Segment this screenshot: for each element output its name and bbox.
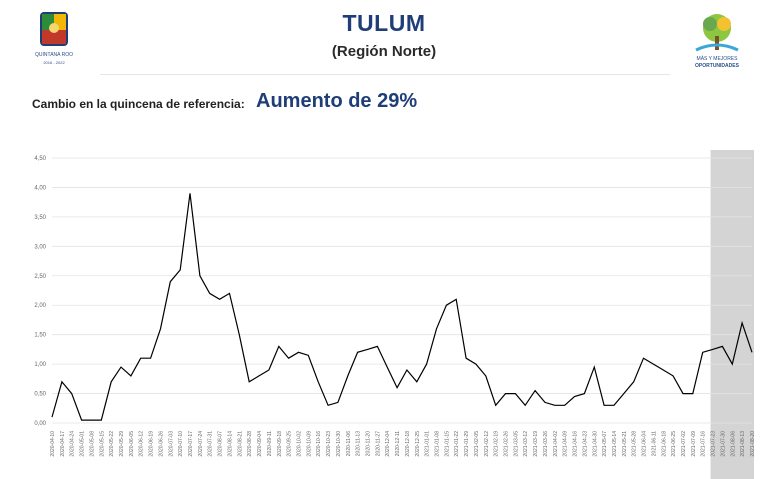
x-tick-label: 2020-12-18	[405, 431, 411, 457]
y-tick-label: 2,50	[34, 274, 46, 280]
y-tick-label: 1,50	[34, 333, 46, 339]
x-tick-label: 2020-09-04	[257, 431, 263, 457]
x-tick-label: 2021-02-26	[504, 431, 510, 457]
y-tick-label: 0,50	[34, 392, 46, 398]
quintana-roo-logo: QUINTANA ROO 2016 - 2022	[35, 12, 73, 65]
x-tick-label: 2021-02-12	[484, 431, 490, 457]
x-tick-label: 2020-05-22	[109, 431, 115, 457]
x-tick-label: 2020-09-18	[277, 431, 283, 457]
x-tick-label: 2020-10-09	[306, 431, 312, 457]
x-tick-label: 2020-11-06	[346, 431, 352, 456]
x-tick-label: 2021-02-19	[494, 431, 500, 457]
y-tick-label: 2,00	[34, 303, 46, 309]
x-tick-label: 2021-07-23	[711, 431, 717, 457]
x-tick-label: 2021-07-02	[681, 431, 687, 457]
line-chart: 0,00 0,50 1,00 1,50 2,00 2,50 3,00 3,50 4,00 4,50…	[34, 150, 756, 479]
x-tick-label: 2021-06-25	[671, 431, 677, 457]
x-tick-label: 2021-06-18	[661, 431, 667, 457]
page-title: TULUM	[342, 10, 426, 36]
x-tick-label: 2020-12-25	[415, 431, 421, 457]
x-tick-label: 2020-05-01	[80, 431, 86, 457]
x-tick-label: 2021-04-02	[553, 431, 559, 457]
x-tick-label: 2020-11-20	[365, 431, 371, 456]
x-tick-label: 2020-04-17	[60, 431, 66, 457]
x-tick-label: 2021-03-19	[533, 431, 539, 457]
y-tick-label: 1,00	[34, 362, 46, 368]
x-tick-label: 2021-06-04	[642, 431, 648, 457]
x-tick-label: 2020-04-10	[50, 431, 56, 457]
x-tick-label: 2021-08-20	[750, 431, 756, 457]
x-tick-label: 2020-04-24	[70, 431, 76, 457]
x-tick-label: 2020-07-17	[188, 431, 194, 457]
y-tick-label: 3,00	[34, 244, 46, 250]
x-tick-label: 2021-01-22	[454, 431, 460, 457]
x-tick-label: 2020-08-14	[227, 431, 233, 457]
x-tick-label: 2020-12-11	[395, 431, 401, 456]
x-tick-label: 2020-06-26	[158, 431, 164, 457]
x-tick-label: 2020-07-24	[198, 431, 204, 457]
x-tick-label: 2020-08-21	[237, 431, 243, 457]
x-tick-label: 2020-07-03	[168, 431, 174, 457]
x-tick-label: 2021-07-30	[720, 431, 726, 457]
x-tick-label: 2021-03-05	[513, 431, 519, 457]
x-tick-label: 2021-02-05	[474, 431, 480, 457]
y-tick-label: 4,00	[34, 185, 46, 191]
x-tick-label: 2021-05-28	[632, 431, 638, 457]
x-tick-label: 2021-07-09	[691, 431, 697, 457]
x-tick-label: 2020-11-27	[375, 431, 381, 456]
x-tick-label: 2021-05-21	[622, 431, 628, 457]
page-subtitle: (Región Norte)	[331, 43, 437, 60]
x-tick-label: 2021-01-01	[425, 431, 431, 457]
mas-y-mejores-oportunidades-logo: MÁS Y MEJORES OPORTUNIDADES	[695, 14, 740, 69]
x-tick-label: 2020-10-23	[326, 431, 332, 457]
y-tick-label: 4,50	[34, 156, 46, 162]
x-tick-label: 2021-07-16	[701, 431, 707, 457]
x-tick-label: 2020-07-31	[208, 431, 214, 457]
x-tick-label: 2021-01-29	[464, 431, 470, 457]
x-tick-label: 2020-10-16	[316, 431, 322, 457]
x-tick-label: 2021-03-12	[523, 431, 529, 457]
x-tick-label: 2020-06-05	[129, 431, 135, 457]
x-tick-label: 2020-10-02	[296, 431, 302, 457]
x-tick-label: 2020-08-07	[218, 431, 224, 457]
x-tick-label: 2021-04-30	[592, 431, 598, 457]
y-tick-label: 3,50	[34, 215, 46, 221]
x-tick-label: 2021-04-23	[582, 431, 588, 457]
x-tick-label: 2021-08-06	[730, 431, 736, 457]
x-tick-label: 2020-09-25	[287, 431, 293, 457]
change-value: Aumento de 29%	[256, 90, 418, 112]
x-tick-label: 2020-09-11	[267, 431, 273, 456]
header-divider	[100, 74, 670, 75]
change-label: Cambio en la quincena de referencia:	[32, 97, 245, 111]
x-tick-label: 2021-03-26	[543, 431, 549, 457]
x-tick-label: 2021-06-11	[651, 431, 657, 456]
x-tick-label: 2020-05-29	[119, 431, 125, 457]
x-tick-label: 2021-01-15	[444, 431, 450, 457]
x-tick-label: 2021-05-07	[602, 431, 608, 457]
x-tick-label: 2020-10-30	[336, 431, 342, 457]
x-tick-label: 2021-08-13	[740, 431, 746, 457]
x-tick-label: 2020-06-12	[139, 431, 145, 457]
logo-left-years: 2016 - 2022	[43, 60, 65, 65]
x-tick-label: 2020-05-08	[89, 431, 95, 457]
x-tick-label: 2021-04-09	[563, 431, 569, 457]
series-line	[51, 193, 753, 421]
x-tick-label: 2021-04-16	[573, 431, 579, 457]
x-tick-label: 2021-01-08	[435, 431, 441, 457]
y-tick-label: 0,00	[34, 421, 46, 427]
x-tick-label: 2020-06-19	[149, 431, 155, 457]
x-tick-label: 2020-12-04	[385, 431, 391, 457]
logo-left-text: QUINTANA ROO	[35, 52, 73, 58]
highlight-band	[710, 150, 754, 479]
x-tick-label: 2021-05-14	[612, 431, 618, 457]
x-tick-label: 2020-07-10	[178, 431, 184, 457]
logo-right-text-1: MÁS Y MEJORES	[697, 55, 739, 62]
logo-right-text-2: OPORTUNIDADES	[695, 63, 740, 69]
x-tick-label: 2020-11-13	[356, 431, 362, 456]
x-tick-label: 2020-05-15	[99, 431, 105, 457]
x-tick-label: 2020-08-28	[247, 431, 253, 457]
